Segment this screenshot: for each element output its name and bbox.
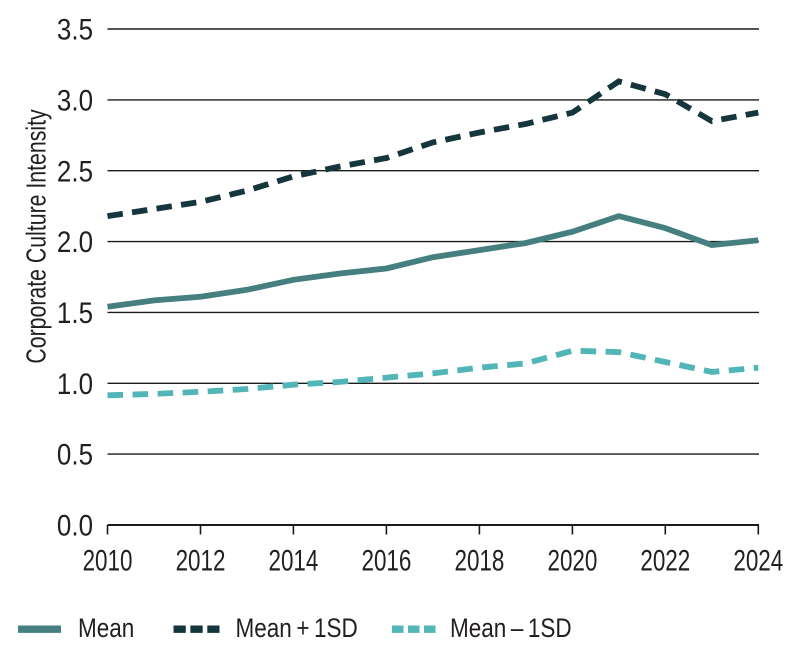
- svg-text:2010: 2010: [83, 543, 133, 577]
- svg-text:Mean: Mean: [78, 614, 134, 643]
- svg-text:3.0: 3.0: [57, 84, 93, 117]
- svg-text:1.0: 1.0: [57, 367, 93, 400]
- svg-text:Mean + 1SD: Mean + 1SD: [236, 614, 358, 643]
- svg-text:2022: 2022: [640, 543, 690, 577]
- svg-text:2020: 2020: [547, 543, 597, 577]
- svg-text:0.5: 0.5: [57, 438, 93, 471]
- svg-text:2.5: 2.5: [57, 155, 93, 188]
- svg-text:3.5: 3.5: [57, 13, 93, 46]
- svg-text:0.0: 0.0: [57, 509, 93, 542]
- svg-text:2014: 2014: [268, 543, 318, 577]
- svg-text:2024: 2024: [733, 543, 783, 577]
- svg-text:1.5: 1.5: [57, 296, 93, 329]
- svg-text:2018: 2018: [454, 543, 504, 577]
- svg-text:2.0: 2.0: [57, 226, 93, 259]
- svg-text:Corporate Culture Intensity: Corporate Culture Intensity: [21, 109, 53, 364]
- svg-text:2012: 2012: [176, 543, 226, 577]
- svg-text:2016: 2016: [361, 543, 411, 577]
- svg-text:Mean – 1SD: Mean – 1SD: [450, 614, 572, 643]
